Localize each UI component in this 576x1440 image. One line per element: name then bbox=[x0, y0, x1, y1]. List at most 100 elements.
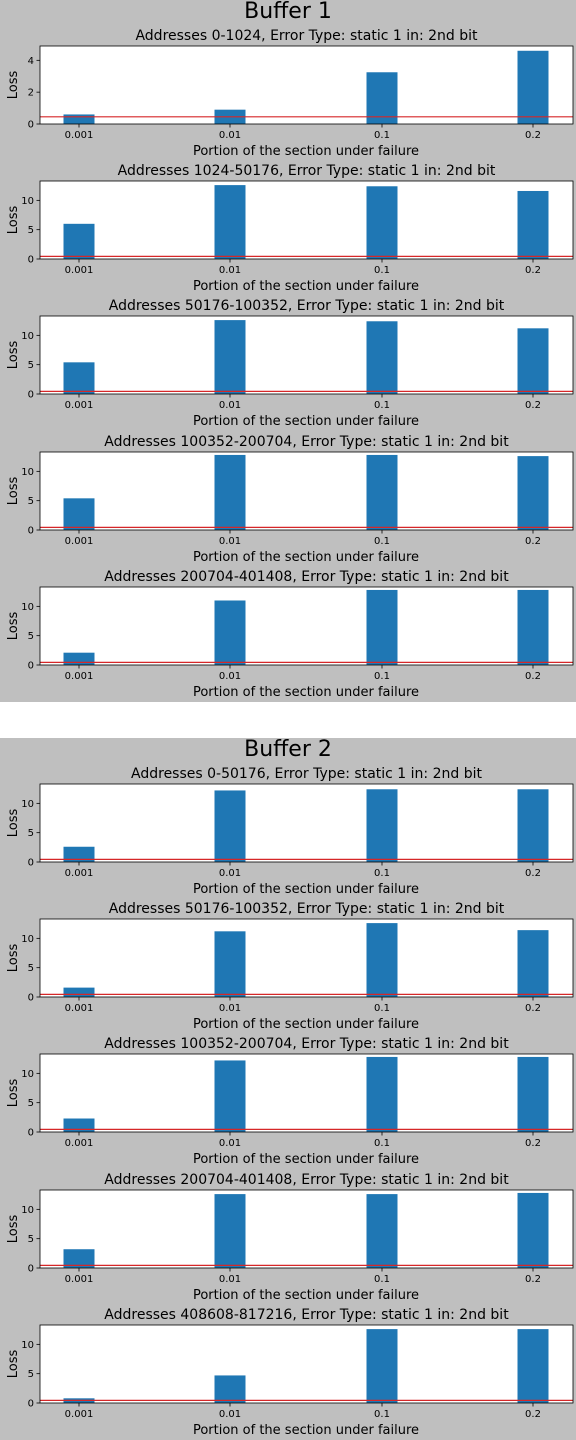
x-tick-label: 0.001 bbox=[65, 1409, 94, 1420]
x-tick-label: 0.1 bbox=[374, 400, 390, 411]
bar bbox=[214, 1375, 246, 1403]
buffer-1-figure: Buffer 1 Addresses 0-1024, Error Type: s… bbox=[0, 0, 576, 702]
y-tick-label: 10 bbox=[21, 467, 34, 478]
x-tick-label: 0.1 bbox=[374, 130, 390, 141]
buffer-2-charts: Addresses 0-50176, Error Type: static 1 … bbox=[6, 766, 574, 1438]
bar-chart: Addresses 0-1024, Error Type: static 1 i… bbox=[6, 28, 574, 159]
y-tick-label: 5 bbox=[28, 1098, 34, 1109]
x-tick-label: 0.01 bbox=[219, 1409, 241, 1420]
x-tick-label: 0.001 bbox=[65, 400, 94, 411]
x-axis-label: Portion of the section under failure bbox=[193, 882, 419, 897]
y-axis-label: Loss bbox=[6, 1350, 21, 1379]
x-tick-label: 0.1 bbox=[374, 1274, 390, 1285]
buffer-1-charts: Addresses 0-1024, Error Type: static 1 i… bbox=[6, 28, 574, 700]
bar-chart: Addresses 200704-401408, Error Type: sta… bbox=[6, 569, 574, 700]
y-tick-label: 0 bbox=[28, 858, 34, 869]
bar bbox=[366, 1329, 398, 1403]
y-tick-label: 10 bbox=[21, 1340, 34, 1351]
bar bbox=[214, 790, 246, 862]
bar-chart: Addresses 0-50176, Error Type: static 1 … bbox=[6, 766, 574, 897]
bar bbox=[214, 185, 246, 259]
plot-area bbox=[40, 587, 573, 665]
bar bbox=[366, 321, 398, 394]
y-tick-label: 5 bbox=[28, 631, 34, 642]
y-axis-label: Loss bbox=[6, 1079, 21, 1108]
y-tick-label: 10 bbox=[21, 1069, 34, 1080]
bar bbox=[63, 362, 95, 394]
chart-title: Addresses 200704-401408, Error Type: sta… bbox=[104, 569, 509, 585]
bar bbox=[517, 456, 549, 530]
bar-chart: Addresses 408608-817216, Error Type: sta… bbox=[6, 1307, 574, 1438]
chart-title: Addresses 0-50176, Error Type: static 1 … bbox=[131, 766, 482, 782]
bar bbox=[517, 50, 549, 124]
x-tick-label: 0.001 bbox=[65, 130, 94, 141]
bar-chart: Addresses 50176-100352, Error Type: stat… bbox=[6, 901, 574, 1032]
x-axis-label: Portion of the section under failure bbox=[193, 144, 419, 159]
x-tick-label: 0.01 bbox=[219, 130, 241, 141]
x-tick-label: 0.1 bbox=[374, 265, 390, 276]
x-tick-label: 0.2 bbox=[525, 536, 541, 547]
x-tick-label: 0.01 bbox=[219, 671, 241, 682]
y-axis-label: Loss bbox=[6, 206, 21, 235]
bar bbox=[63, 1249, 95, 1268]
plot-frame bbox=[39, 783, 574, 863]
bar bbox=[366, 789, 398, 862]
chart-title: Addresses 50176-100352, Error Type: stat… bbox=[109, 298, 505, 314]
y-tick-label: 10 bbox=[21, 331, 34, 342]
y-axis-label: Loss bbox=[6, 809, 21, 838]
plot-frame bbox=[39, 1189, 574, 1269]
bar-chart: Addresses 100352-200704, Error Type: sta… bbox=[6, 1036, 574, 1167]
bar bbox=[517, 1329, 549, 1403]
plot-area bbox=[40, 919, 573, 997]
x-axis-label: Portion of the section under failure bbox=[193, 1152, 419, 1167]
x-tick-label: 0.01 bbox=[219, 265, 241, 276]
bar bbox=[366, 186, 398, 259]
bar bbox=[517, 1192, 549, 1268]
x-axis-label: Portion of the section under failure bbox=[193, 279, 419, 294]
chart-title: Addresses 200704-401408, Error Type: sta… bbox=[104, 1172, 509, 1188]
x-tick-label: 0.01 bbox=[219, 1003, 241, 1014]
y-tick-label: 10 bbox=[21, 934, 34, 945]
y-tick-label: 0 bbox=[28, 993, 34, 1004]
plot-frame bbox=[39, 315, 574, 395]
bar bbox=[366, 72, 398, 124]
plot-frame bbox=[39, 451, 574, 531]
bar bbox=[63, 652, 95, 665]
bar bbox=[366, 589, 398, 665]
x-tick-label: 0.1 bbox=[374, 1409, 390, 1420]
plot-frame bbox=[39, 1053, 574, 1133]
x-tick-label: 0.1 bbox=[374, 1138, 390, 1149]
x-tick-label: 0.2 bbox=[525, 868, 541, 879]
y-tick-label: 2 bbox=[28, 88, 34, 99]
plot-area bbox=[40, 452, 573, 530]
x-tick-label: 0.01 bbox=[219, 536, 241, 547]
y-tick-label: 0 bbox=[28, 661, 34, 672]
chart-title: Addresses 408608-817216, Error Type: sta… bbox=[104, 1307, 509, 1323]
x-axis-label: Portion of the section under failure bbox=[193, 1288, 419, 1303]
bar-chart: Addresses 100352-200704, Error Type: sta… bbox=[6, 434, 574, 565]
y-tick-label: 0 bbox=[28, 1128, 34, 1139]
y-tick-label: 0 bbox=[28, 120, 34, 131]
bar bbox=[517, 589, 549, 665]
x-tick-label: 0.2 bbox=[525, 400, 541, 411]
x-tick-label: 0.001 bbox=[65, 536, 94, 547]
plot-frame bbox=[39, 1324, 574, 1404]
bar bbox=[517, 328, 549, 394]
y-tick-label: 0 bbox=[28, 1264, 34, 1275]
y-tick-label: 0 bbox=[28, 255, 34, 266]
y-axis-label: Loss bbox=[6, 612, 21, 641]
y-axis-label: Loss bbox=[6, 477, 21, 506]
bar bbox=[214, 1060, 246, 1132]
plot-area bbox=[40, 1325, 573, 1403]
y-tick-label: 10 bbox=[21, 602, 34, 613]
x-tick-label: 0.2 bbox=[525, 1274, 541, 1285]
bar-chart: Addresses 50176-100352, Error Type: stat… bbox=[6, 298, 574, 429]
bar bbox=[517, 930, 549, 997]
buffer-2-figure: Buffer 2 Addresses 0-50176, Error Type: … bbox=[0, 737, 576, 1440]
bar bbox=[63, 114, 95, 124]
plot-area bbox=[40, 1190, 573, 1268]
y-tick-label: 0 bbox=[28, 390, 34, 401]
y-tick-label: 4 bbox=[28, 56, 34, 67]
chart-title: Addresses 1024-50176, Error Type: static… bbox=[118, 163, 496, 179]
bar-chart: Addresses 200704-401408, Error Type: sta… bbox=[6, 1172, 574, 1303]
